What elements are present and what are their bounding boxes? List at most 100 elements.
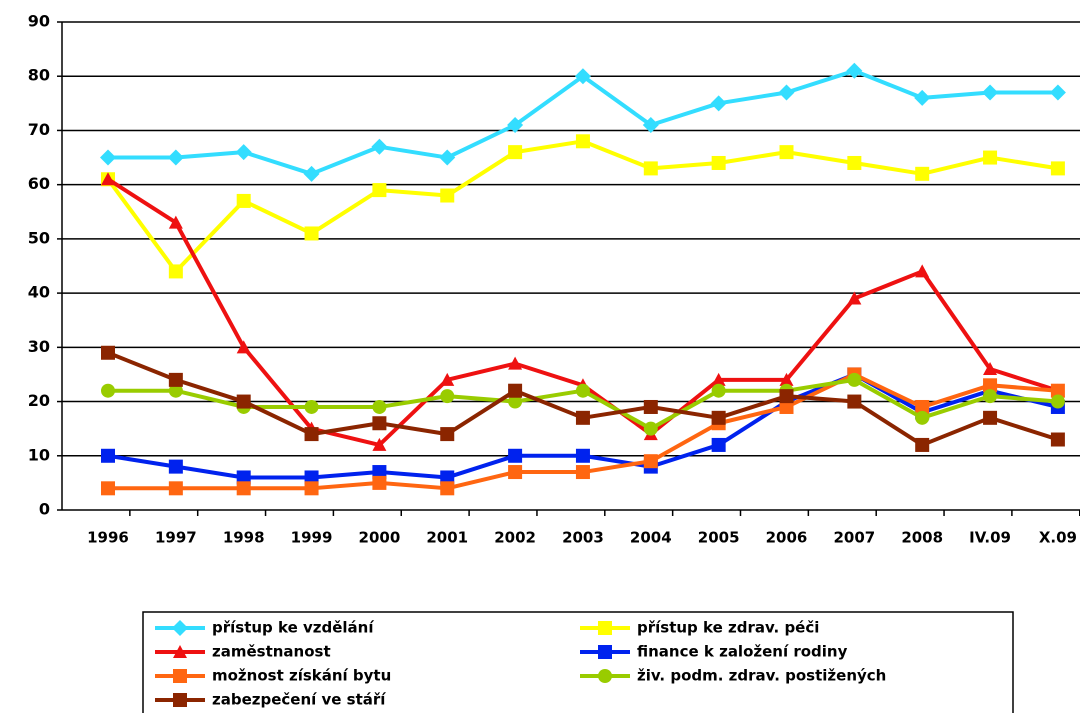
- data-point: [983, 362, 998, 376]
- data-point: [711, 383, 726, 398]
- legend-label: přístup ke vzdělání: [212, 619, 374, 637]
- data-point: [983, 150, 998, 165]
- data-point: [303, 165, 320, 182]
- data-point: [168, 383, 183, 398]
- data-point: [779, 389, 794, 404]
- data-point: [304, 399, 319, 414]
- data-point: [440, 389, 455, 404]
- data-point: [168, 481, 183, 496]
- data-point: [304, 481, 319, 496]
- data-point: [1050, 161, 1065, 176]
- data-point: [101, 345, 115, 360]
- data-point: [372, 183, 387, 198]
- data-point: [847, 291, 862, 305]
- legend-marker: [173, 693, 187, 707]
- data-point: [440, 470, 455, 485]
- data-point: [372, 437, 387, 451]
- data-point: [575, 134, 590, 149]
- legend-marker: [598, 645, 612, 659]
- data-point: [507, 117, 524, 134]
- data-point: [101, 448, 115, 463]
- data-point: [440, 481, 455, 496]
- legend-label: zabezpečení ve stáří: [212, 691, 386, 709]
- data-point: [101, 383, 115, 398]
- data-point: [440, 372, 455, 386]
- data-point: [643, 161, 658, 176]
- data-point: [983, 378, 998, 393]
- data-point: [847, 372, 862, 387]
- data-point: [372, 416, 387, 431]
- x-tick-label: X.09: [1039, 529, 1077, 547]
- data-point: [779, 399, 794, 414]
- data-point: [575, 465, 590, 480]
- data-point: [642, 117, 659, 134]
- legend-label: živ. podm. zdrav. postižených: [637, 667, 886, 685]
- data-point: [643, 454, 658, 469]
- y-tick-label: 0: [39, 500, 50, 519]
- data-point: [236, 394, 251, 409]
- data-point: [1050, 394, 1065, 409]
- data-point: [914, 89, 931, 106]
- data-point: [508, 383, 523, 398]
- data-point: [235, 144, 252, 161]
- data-point: [304, 226, 319, 241]
- x-tick-label: IV.09: [969, 529, 1011, 547]
- y-tick-label: 10: [28, 445, 50, 464]
- data-point: [372, 475, 387, 490]
- data-point: [711, 410, 726, 425]
- data-point: [915, 166, 930, 181]
- x-tick-label: 2004: [630, 529, 672, 547]
- data-point: [779, 372, 794, 386]
- y-tick-label: 40: [28, 283, 50, 302]
- data-point: [304, 470, 319, 485]
- y-tick-label: 60: [28, 174, 50, 193]
- x-tick-label: 2002: [494, 529, 536, 547]
- data-point: [915, 399, 930, 414]
- legend-label: finance k založení rodiny: [637, 643, 848, 661]
- data-point: [168, 264, 183, 279]
- legend-marker: [173, 669, 187, 683]
- data-point: [101, 481, 115, 496]
- data-point: [168, 459, 183, 474]
- data-point: [372, 465, 387, 480]
- y-tick-label: 90: [28, 12, 50, 31]
- data-point: [711, 372, 726, 386]
- y-tick-label: 20: [28, 391, 50, 410]
- data-point: [304, 427, 319, 442]
- data-point: [236, 193, 251, 208]
- x-tick-label: 2000: [359, 529, 401, 547]
- data-point: [779, 145, 794, 160]
- data-point: [1050, 432, 1065, 447]
- data-point: [439, 149, 456, 166]
- data-point: [847, 155, 862, 170]
- data-point: [508, 465, 523, 480]
- data-point: [983, 410, 998, 425]
- data-point: [711, 155, 726, 170]
- data-point: [101, 172, 115, 186]
- data-point: [983, 389, 998, 404]
- series-line: [108, 68, 1058, 176]
- data-point: [915, 410, 930, 425]
- y-tick-label: 50: [28, 228, 50, 247]
- data-point: [1049, 84, 1066, 101]
- data-point: [167, 149, 184, 166]
- data-point: [574, 68, 591, 85]
- x-tick-label: 2003: [562, 529, 604, 547]
- data-point: [372, 399, 387, 414]
- data-point: [710, 95, 727, 112]
- data-point: [440, 427, 455, 442]
- data-point: [236, 481, 251, 496]
- legend-label: možnost získání bytu: [212, 667, 391, 685]
- data-point: [508, 356, 523, 370]
- x-tick-label: 2005: [698, 529, 740, 547]
- legend-marker: [598, 621, 612, 635]
- data-point: [575, 448, 590, 463]
- data-point: [236, 470, 251, 485]
- x-tick-label: 2001: [426, 529, 468, 547]
- data-point: [711, 437, 726, 452]
- legend-label: přístup ke zdrav. péči: [637, 619, 819, 637]
- data-point: [643, 399, 658, 414]
- x-tick-label: 1999: [291, 529, 333, 547]
- x-tick-label: 2007: [833, 529, 875, 547]
